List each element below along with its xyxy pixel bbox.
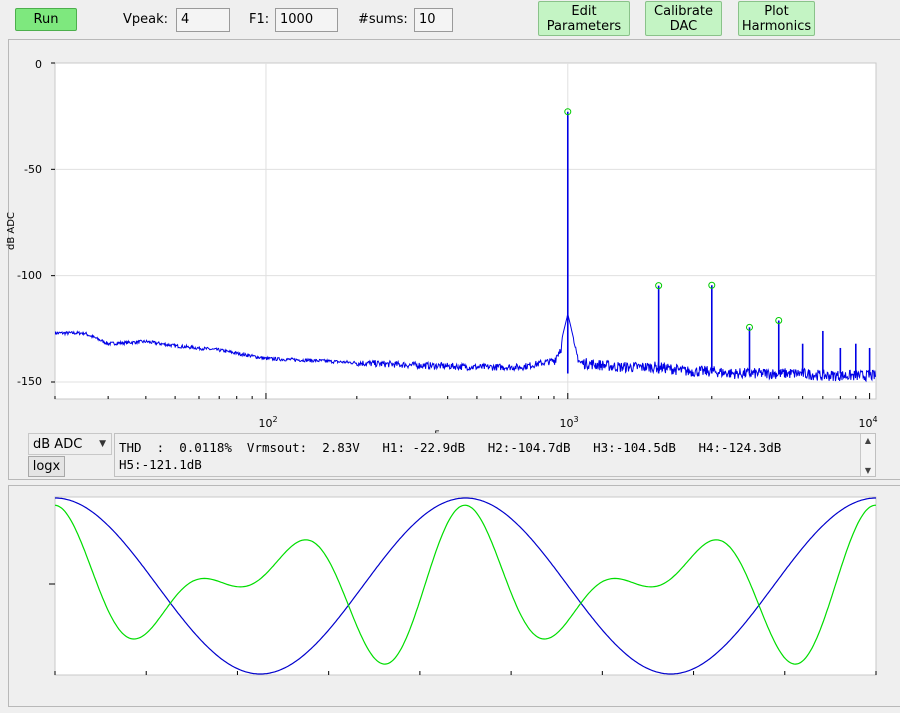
chevron-down-icon: ▼	[99, 439, 106, 449]
spectrum-canvas	[54, 62, 877, 400]
spectrum-traces	[55, 111, 876, 383]
y-tick-minus100: -100	[17, 269, 42, 282]
scroll-down-icon[interactable]: ▼	[864, 465, 872, 475]
waveform-plot[interactable]	[0, 480, 900, 710]
edit-parameters-label-line2: Parameters	[546, 18, 622, 34]
waveform-ticks	[49, 583, 877, 675]
vpeak-label: Vpeak:	[123, 12, 169, 27]
sums-label: #sums:	[358, 12, 408, 27]
spectrum-y-ticks: 0 -50 -100 -150	[17, 58, 42, 388]
plot-harmonics-button[interactable]: Plot Harmonics	[738, 1, 815, 36]
thd-line-1: THD : 0.0118% Vrmsout: 2.83V H1: -22.9dB…	[119, 440, 782, 455]
y-tick-minus50: -50	[24, 163, 42, 176]
run-button[interactable]: Run	[15, 8, 77, 31]
x-tick-1e3-exp: 3	[573, 415, 578, 424]
edit-parameters-label-line1: Edit	[571, 3, 597, 19]
mode-select-value: dB ADC	[33, 436, 83, 452]
edit-parameters-button[interactable]: Edit Parameters	[538, 1, 630, 36]
y-tick-0: 0	[35, 58, 42, 71]
spectrum-panel	[8, 39, 900, 480]
x-tick-1e2: 102	[258, 415, 277, 430]
thd-line-2: H5:-121.1dB	[119, 457, 202, 472]
harmonic-markers	[564, 108, 783, 331]
harmonic-marker-h5	[775, 317, 783, 325]
waveform-canvas	[54, 496, 877, 676]
f1-input[interactable]: 1000	[275, 8, 338, 32]
calibrate-label-line1: Calibrate	[654, 3, 713, 19]
calibrate-label-line2: DAC	[669, 18, 698, 34]
plot-harmonics-label-line2: Harmonics	[741, 18, 812, 34]
waveform-residual-trace	[55, 504, 876, 665]
f1-label: F1:	[249, 12, 270, 27]
x-tick-1e4-base: 10	[858, 417, 872, 430]
plot-harmonics-label-line1: Plot	[764, 3, 789, 19]
vpeak-input[interactable]: 4	[176, 8, 230, 32]
spectrum-x-ticks: 102 103 104	[258, 415, 877, 430]
thd-scrollbar[interactable]: ▲ ▼	[860, 434, 875, 476]
harmonic-marker-h4	[745, 323, 753, 331]
harmonic-marker-h3	[708, 281, 716, 289]
x-tick-1e2-base: 10	[258, 417, 272, 430]
logx-button[interactable]: logx	[28, 456, 65, 477]
x-tick-1e4-exp: 4	[872, 415, 877, 424]
spectrum-trace	[55, 314, 876, 383]
y-tick-minus150: -150	[17, 375, 42, 388]
waveform-panel	[8, 485, 900, 707]
thd-results-box: THD : 0.0118% Vrmsout: 2.83V H1: -22.9dB…	[114, 433, 876, 477]
scroll-up-icon[interactable]: ▲	[864, 435, 872, 445]
calibrate-dac-button[interactable]: Calibrate DAC	[645, 1, 722, 36]
harmonic-marker-h2	[655, 282, 663, 290]
x-tick-1e3: 103	[559, 415, 578, 430]
x-tick-1e3-base: 10	[559, 417, 573, 430]
x-tick-1e2-exp: 2	[272, 415, 277, 424]
spectrum-y-axis-label: dB ADC	[6, 212, 17, 250]
waveform-input-trace	[55, 497, 876, 675]
sums-input[interactable]: 10	[414, 8, 453, 32]
x-tick-1e4: 104	[858, 415, 877, 430]
spectrum-plot[interactable]: 0 -50 -100 -150 102 103 104 dB ADC F	[0, 0, 900, 480]
mode-select[interactable]: dB ADC ▼	[28, 433, 112, 455]
harmonic-marker-h1	[564, 108, 572, 116]
waveform-traces	[55, 497, 876, 675]
